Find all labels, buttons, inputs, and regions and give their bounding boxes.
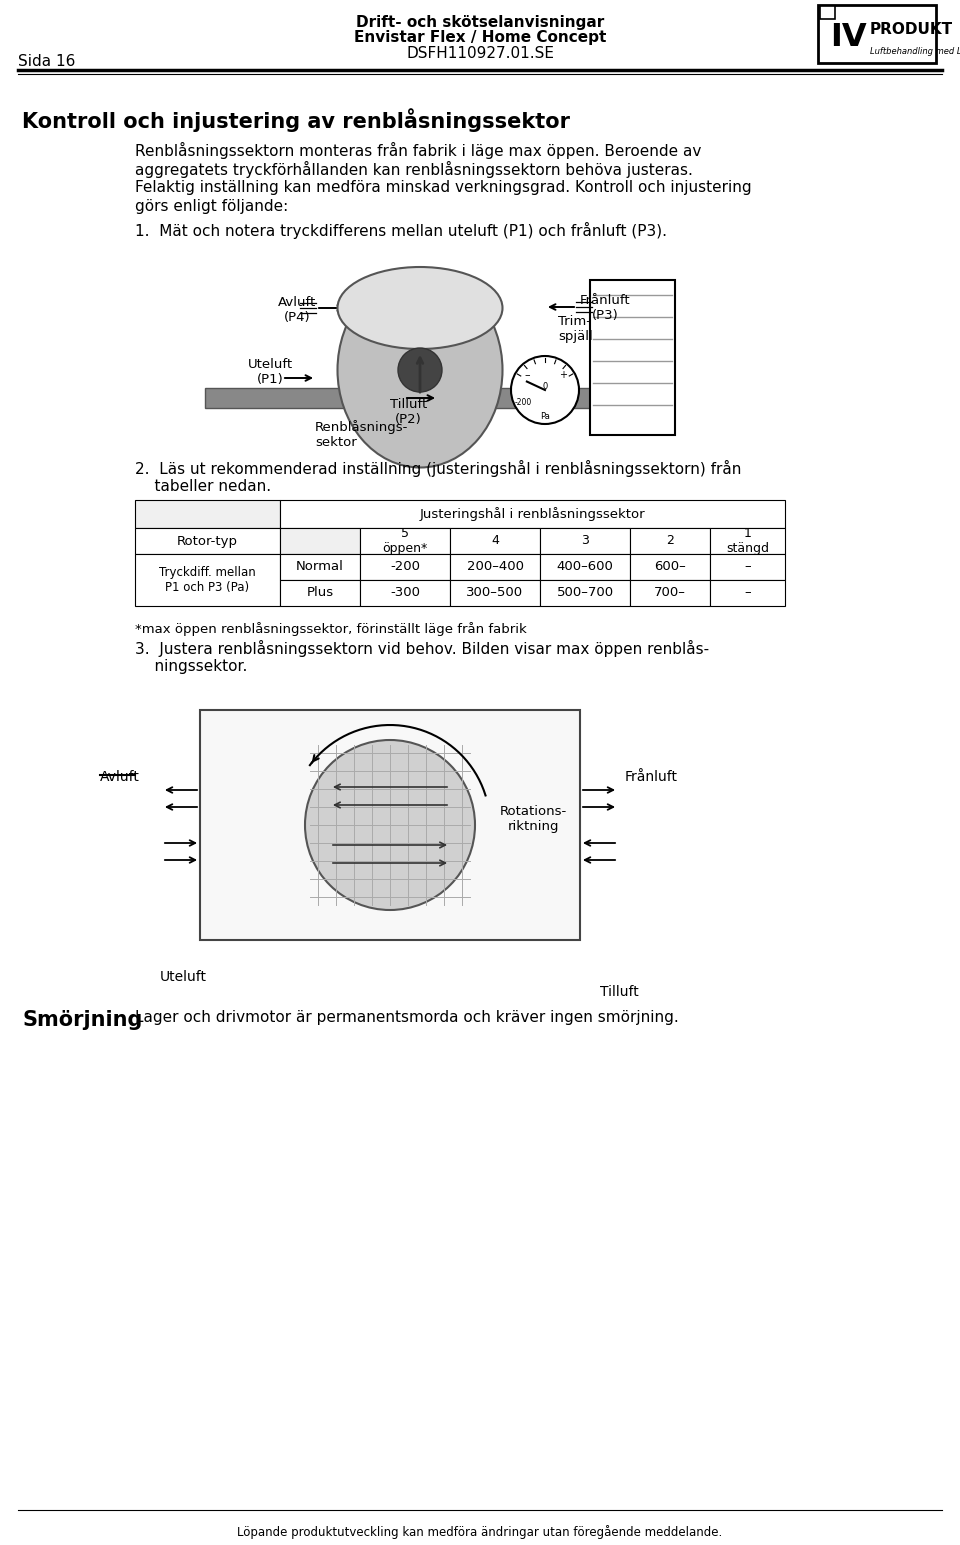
Text: Pa: Pa xyxy=(540,413,550,420)
Bar xyxy=(540,528,630,555)
Text: 500–700: 500–700 xyxy=(557,587,613,599)
Text: Trim-
spjäll: Trim- spjäll xyxy=(558,315,592,343)
Text: Tryckdiff. mellan
P1 och P3 (Pa): Tryckdiff. mellan P1 och P3 (Pa) xyxy=(159,565,256,593)
Text: –: – xyxy=(744,561,751,573)
Text: DSFH110927.01.SE: DSFH110927.01.SE xyxy=(406,46,554,60)
Text: Smörjning: Smörjning xyxy=(22,1010,142,1031)
Bar xyxy=(540,555,630,579)
Text: tabeller nedan.: tabeller nedan. xyxy=(135,479,271,494)
Bar xyxy=(710,528,785,555)
Bar xyxy=(280,528,360,555)
Bar xyxy=(630,579,710,606)
Text: Justeringshål i renblåsningssektor: Justeringshål i renblåsningssektor xyxy=(420,507,645,521)
Text: aggregatets tryckförhållanden kan renblåsningssektorn behöva justeras.: aggregatets tryckförhållanden kan renblå… xyxy=(135,161,693,178)
Bar xyxy=(818,5,936,63)
Text: +: + xyxy=(559,369,567,380)
Bar xyxy=(820,6,835,19)
Text: –: – xyxy=(744,587,751,599)
Text: Frånluft: Frånluft xyxy=(625,769,678,783)
Bar xyxy=(280,555,360,579)
Bar xyxy=(450,528,540,555)
Bar xyxy=(450,555,540,579)
Text: 0: 0 xyxy=(542,382,547,391)
Bar xyxy=(630,555,710,579)
Text: Kontroll och injustering av renblåsningssektor: Kontroll och injustering av renblåsnings… xyxy=(22,108,570,131)
Text: -300: -300 xyxy=(390,587,420,599)
Text: görs enligt följande:: görs enligt följande: xyxy=(135,199,288,215)
Text: 400–600: 400–600 xyxy=(557,561,613,573)
Text: Tilluft: Tilluft xyxy=(600,986,638,1000)
Text: Normal: Normal xyxy=(296,561,344,573)
Ellipse shape xyxy=(338,267,502,349)
Bar xyxy=(135,528,280,555)
Bar xyxy=(135,501,280,528)
Text: ningssektor.: ningssektor. xyxy=(135,660,248,674)
Text: Rotations-
riktning: Rotations- riktning xyxy=(500,805,567,833)
Text: Renblåsningssektorn monteras från fabrik i läge max öppen. Beroende av: Renblåsningssektorn monteras från fabrik… xyxy=(135,142,702,159)
Text: PRODUKT: PRODUKT xyxy=(870,22,953,37)
Text: Frånluft
(P3): Frånluft (P3) xyxy=(580,294,631,321)
Text: Uteluft
(P1): Uteluft (P1) xyxy=(248,358,293,386)
Text: 5
öppen*: 5 öppen* xyxy=(382,527,427,555)
Text: 2: 2 xyxy=(666,535,674,547)
Bar xyxy=(710,579,785,606)
Text: -200: -200 xyxy=(515,399,532,406)
Bar xyxy=(360,579,450,606)
Bar xyxy=(135,555,280,606)
Text: Avluft: Avluft xyxy=(100,769,140,783)
Text: Tilluft
(P2): Tilluft (P2) xyxy=(390,399,427,426)
Bar xyxy=(200,711,580,939)
Text: 700–: 700– xyxy=(654,587,686,599)
Text: 4: 4 xyxy=(492,535,499,547)
Text: 2.  Läs ut rekommenderad inställning (justeringshål i renblåsningssektorn) från: 2. Läs ut rekommenderad inställning (jus… xyxy=(135,460,741,477)
Text: Sida 16: Sida 16 xyxy=(18,54,76,70)
Text: –: – xyxy=(524,369,530,380)
Text: Luftbehandling med LCC i fokus: Luftbehandling med LCC i fokus xyxy=(870,46,960,56)
Ellipse shape xyxy=(338,272,502,468)
Text: 200–400: 200–400 xyxy=(467,561,523,573)
Text: IV: IV xyxy=(830,22,867,53)
Bar xyxy=(450,579,540,606)
Bar xyxy=(710,555,785,579)
Text: Avluft
(P4): Avluft (P4) xyxy=(277,297,316,324)
Circle shape xyxy=(511,355,579,423)
Text: 3: 3 xyxy=(581,535,588,547)
Ellipse shape xyxy=(305,740,475,910)
Text: 1.  Mät och notera tryckdifferens mellan uteluft (P1) och frånluft (P3).: 1. Mät och notera tryckdifferens mellan … xyxy=(135,222,667,239)
Bar xyxy=(360,555,450,579)
Bar xyxy=(280,579,360,606)
Text: *max öppen renblåsningssektor, förinställt läge från fabrik: *max öppen renblåsningssektor, förinstäl… xyxy=(135,623,527,637)
Text: Envistar Flex / Home Concept: Envistar Flex / Home Concept xyxy=(354,29,606,45)
Text: Drift- och skötselanvisningar: Drift- och skötselanvisningar xyxy=(356,15,604,29)
Bar xyxy=(205,388,645,408)
Text: 3.  Justera renblåsningssektorn vid behov. Bilden visar max öppen renblås-: 3. Justera renblåsningssektorn vid behov… xyxy=(135,640,709,657)
Text: Uteluft: Uteluft xyxy=(160,970,207,984)
Circle shape xyxy=(398,348,442,392)
Bar xyxy=(590,280,675,436)
Bar xyxy=(280,501,785,528)
Text: Rotor-typ: Rotor-typ xyxy=(177,535,238,547)
Text: 1
stängd: 1 stängd xyxy=(726,527,769,555)
Text: Renblåsnings-
sektor: Renblåsnings- sektor xyxy=(315,420,408,450)
Text: -200: -200 xyxy=(390,561,420,573)
Text: Plus: Plus xyxy=(306,587,333,599)
Text: 600–: 600– xyxy=(654,561,685,573)
Text: Felaktig inställning kan medföra minskad verkningsgrad. Kontroll och injustering: Felaktig inställning kan medföra minskad… xyxy=(135,181,752,195)
Bar xyxy=(630,528,710,555)
Text: Lager och drivmotor är permanentsmorda och kräver ingen smörjning.: Lager och drivmotor är permanentsmorda o… xyxy=(135,1010,679,1024)
Bar xyxy=(360,528,450,555)
Bar xyxy=(540,579,630,606)
Text: 300–500: 300–500 xyxy=(467,587,523,599)
Text: Löpande produktutveckling kan medföra ändringar utan föregående meddelande.: Löpande produktutveckling kan medföra än… xyxy=(237,1525,723,1539)
